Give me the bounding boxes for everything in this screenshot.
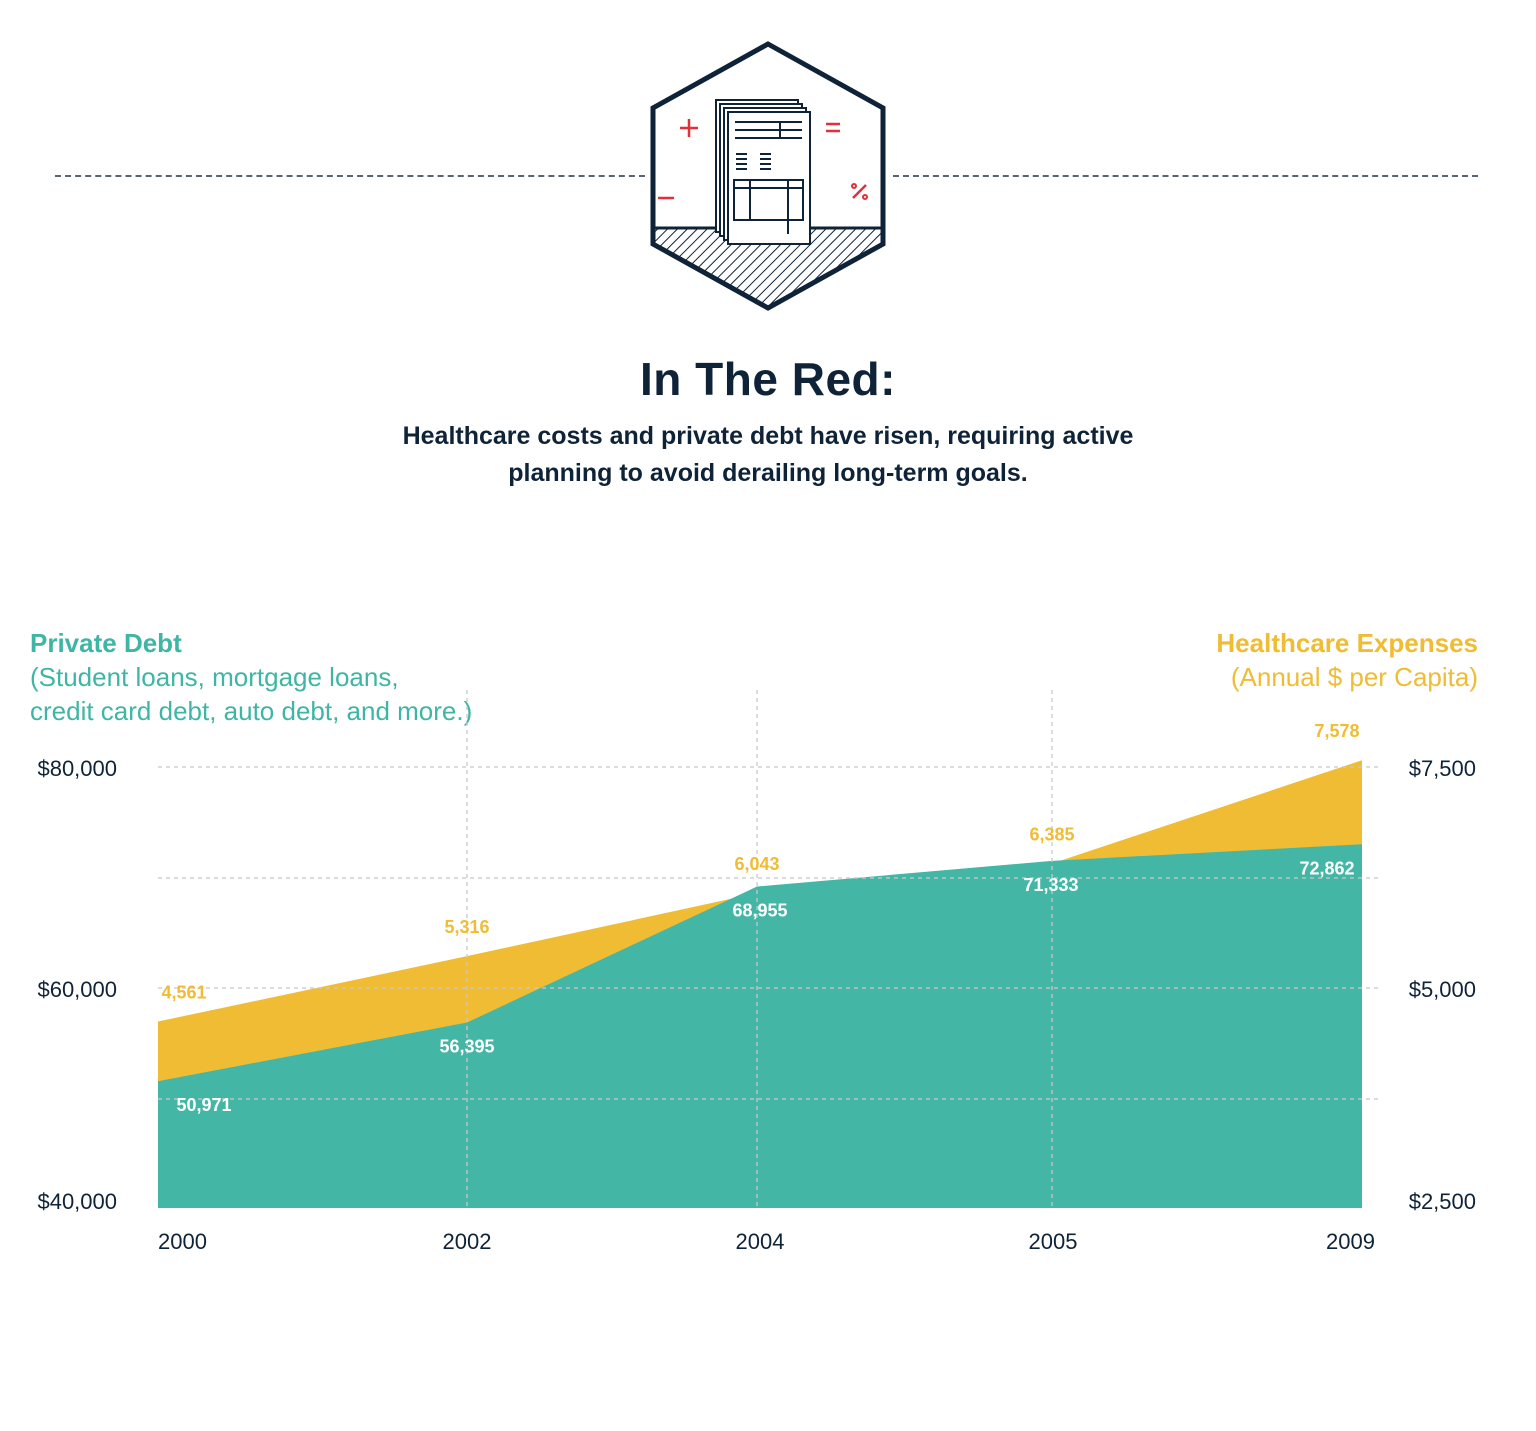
x-axis-tick-label: 2002 (443, 1229, 492, 1254)
x-axis-tick-label: 2009 (1326, 1229, 1375, 1254)
page-title: In The Red: (640, 353, 896, 405)
x-axis-tick-label: 2004 (736, 1229, 785, 1254)
left-axis-tick-label: $60,000 (37, 977, 117, 1002)
right-axis-title: Healthcare Expenses (1216, 628, 1478, 658)
healthcare-data-label: 7,578 (1314, 721, 1359, 741)
divider-left (55, 175, 645, 177)
private-debt-data-label: 50,971 (176, 1095, 231, 1115)
right-axis-tick-label: $7,500 (1409, 756, 1476, 781)
healthcare-data-label: 6,385 (1029, 825, 1074, 845)
left-axis-tick-label: $80,000 (37, 756, 117, 781)
private-debt-area (158, 844, 1362, 1208)
left-axis-header: Private Debt (Student loans, mortgage lo… (30, 626, 472, 728)
left-axis-subtitle-line: credit card debt, auto debt, and more.) (30, 696, 473, 726)
x-axis-tick-label: 2005 (1029, 1229, 1078, 1254)
right-axis-tick-label: $5,000 (1409, 977, 1476, 1002)
right-axis-tick-label: $2,500 (1409, 1189, 1476, 1214)
page-subtitle: Healthcare costs and private debt have r… (402, 422, 1134, 487)
divider-right (893, 175, 1478, 177)
private-debt-data-label: 56,395 (439, 1037, 494, 1057)
financial-document-icon (650, 41, 886, 311)
left-axis-title: Private Debt (30, 628, 182, 658)
left-axis-subtitle-line: (Student loans, mortgage loans, (30, 662, 399, 692)
right-axis-header: Healthcare Expenses (Annual $ per Capita… (1216, 626, 1478, 694)
right-axis-subtitle-line: (Annual $ per Capita) (1230, 662, 1478, 692)
healthcare-data-label: 6,043 (734, 854, 779, 874)
left-axis-tick-label: $40,000 (37, 1189, 117, 1214)
private-debt-data-label: 68,955 (732, 901, 787, 921)
healthcare-data-label: 4,561 (161, 983, 206, 1003)
x-axis-tick-label: 2000 (158, 1229, 207, 1254)
private-debt-data-label: 71,333 (1023, 875, 1078, 895)
healthcare-data-label: 5,316 (444, 917, 489, 937)
area-chart: $80,000 $60,000 $40,000 $7,500 $5,000 $2,500 2… (37, 690, 1476, 1254)
private-debt-data-label: 72,862 (1299, 858, 1354, 878)
